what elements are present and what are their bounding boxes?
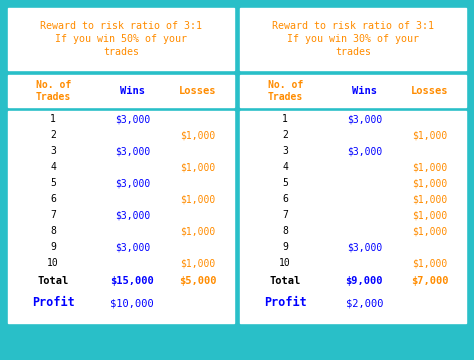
Text: $1,000: $1,000 [412, 226, 447, 236]
Text: $1,000: $1,000 [180, 194, 216, 204]
Text: $3,000: $3,000 [115, 114, 150, 124]
Text: 5: 5 [282, 178, 288, 188]
Text: 8: 8 [50, 226, 56, 236]
Text: $1,000: $1,000 [180, 226, 216, 236]
Text: 6: 6 [50, 194, 56, 204]
Text: $3,000: $3,000 [346, 242, 382, 252]
Text: Losses: Losses [411, 86, 448, 96]
FancyBboxPatch shape [8, 75, 234, 107]
Text: Profit: Profit [32, 297, 74, 310]
FancyBboxPatch shape [240, 111, 466, 323]
Text: 10: 10 [279, 258, 291, 268]
Text: 8: 8 [282, 226, 288, 236]
Text: $1,000: $1,000 [412, 194, 447, 204]
Text: $3,000: $3,000 [115, 146, 150, 156]
FancyBboxPatch shape [8, 8, 234, 70]
Text: $3,000: $3,000 [115, 178, 150, 188]
Text: $1,000: $1,000 [412, 162, 447, 172]
Text: 9: 9 [50, 242, 56, 252]
Text: Total: Total [270, 276, 301, 286]
Text: 2: 2 [50, 130, 56, 140]
Text: $3,000: $3,000 [346, 114, 382, 124]
Text: Reward to risk ratio of 3:1
If you win 30% of your
trades: Reward to risk ratio of 3:1 If you win 3… [272, 21, 434, 57]
Text: $2,000: $2,000 [346, 298, 383, 308]
Text: $1,000: $1,000 [412, 258, 447, 268]
Text: Profit: Profit [264, 297, 307, 310]
FancyBboxPatch shape [240, 8, 466, 70]
Text: $1,000: $1,000 [412, 210, 447, 220]
Text: Wins: Wins [120, 86, 145, 96]
Text: 3: 3 [282, 146, 288, 156]
Text: Reward to risk ratio of 3:1
If you win 50% of your
trades: Reward to risk ratio of 3:1 If you win 5… [40, 21, 202, 57]
Text: $5,000: $5,000 [179, 276, 217, 286]
Text: 2: 2 [282, 130, 288, 140]
Text: $3,000: $3,000 [115, 242, 150, 252]
Text: $1,000: $1,000 [180, 258, 216, 268]
Text: 9: 9 [282, 242, 288, 252]
Text: Wins: Wins [352, 86, 377, 96]
Text: 4: 4 [50, 162, 56, 172]
Text: $1,000: $1,000 [412, 130, 447, 140]
FancyBboxPatch shape [240, 75, 466, 107]
FancyBboxPatch shape [8, 111, 234, 323]
Text: $9,000: $9,000 [346, 276, 383, 286]
Text: 6: 6 [282, 194, 288, 204]
Text: $1,000: $1,000 [412, 178, 447, 188]
Text: $3,000: $3,000 [346, 146, 382, 156]
Text: 7: 7 [282, 210, 288, 220]
Text: 4: 4 [282, 162, 288, 172]
Text: Total: Total [37, 276, 69, 286]
Text: 10: 10 [47, 258, 59, 268]
Text: 1: 1 [50, 114, 56, 124]
Text: $3,000: $3,000 [115, 210, 150, 220]
Text: $10,000: $10,000 [110, 298, 154, 308]
Text: 3: 3 [50, 146, 56, 156]
Text: No. of
Trades: No. of Trades [268, 80, 303, 102]
Text: 7: 7 [50, 210, 56, 220]
Text: $15,000: $15,000 [110, 276, 154, 286]
Text: $1,000: $1,000 [180, 162, 216, 172]
Text: 1: 1 [282, 114, 288, 124]
Text: 5: 5 [50, 178, 56, 188]
Text: No. of
Trades: No. of Trades [36, 80, 71, 102]
Text: Losses: Losses [179, 86, 217, 96]
Text: $7,000: $7,000 [411, 276, 448, 286]
Text: $1,000: $1,000 [180, 130, 216, 140]
